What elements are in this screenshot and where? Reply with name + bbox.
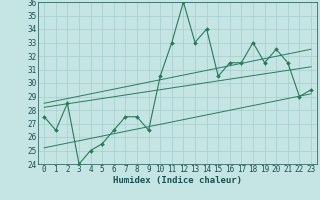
X-axis label: Humidex (Indice chaleur): Humidex (Indice chaleur) [113, 176, 242, 185]
